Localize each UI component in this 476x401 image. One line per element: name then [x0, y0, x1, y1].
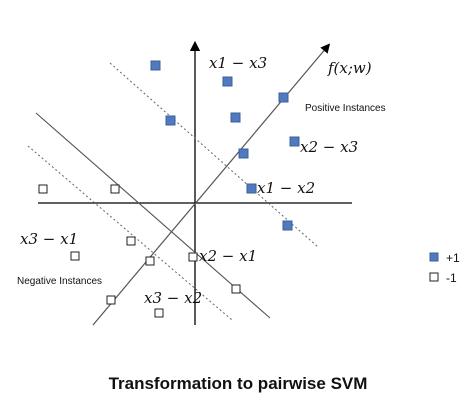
negative-point [154, 308, 164, 318]
negative-point [188, 252, 198, 262]
negative-point [231, 284, 241, 294]
positive-point [278, 92, 289, 103]
legend-negative-label: -1 [446, 271, 457, 285]
negative-point [70, 251, 80, 261]
diff-label-x3-x1: x3 − x1 [20, 230, 78, 248]
negative-instances [38, 184, 241, 318]
negative-point [145, 256, 155, 266]
positive-point [230, 112, 241, 123]
positive-point [289, 136, 300, 147]
diff-label-x1-x3: x1 − x3 [209, 54, 267, 72]
negative-point [126, 236, 136, 246]
positive-instances-label: Positive Instances [305, 103, 386, 114]
margin-line-upper [109, 62, 319, 248]
positive-point [282, 220, 293, 231]
positive-point [246, 183, 257, 194]
positive-instances [150, 60, 300, 231]
legend: +1 -1 [429, 251, 460, 285]
legend-positive-swatch [429, 252, 439, 262]
decision-function-label: f(x;w) [327, 59, 372, 77]
positive-point [150, 60, 161, 71]
legend-negative-swatch [429, 272, 439, 282]
legend-positive-label: +1 [446, 251, 460, 265]
figure-caption: Transformation to pairwise SVM [109, 374, 368, 393]
positive-point [238, 148, 249, 159]
separating-line [35, 112, 271, 319]
diff-label-x1-x2: x1 − x2 [257, 179, 315, 197]
negative-instances-label: Negative Instances [17, 276, 102, 287]
positive-point [165, 115, 176, 126]
positive-point [222, 76, 233, 87]
negative-point [38, 184, 48, 194]
diff-label-x2-x3: x2 − x3 [300, 138, 358, 156]
diff-label-x2-x1: x2 − x1 [199, 247, 257, 265]
diff-label-x3-x2: x3 − x2 [144, 289, 202, 307]
negative-point [110, 184, 120, 194]
negative-point [106, 295, 116, 305]
